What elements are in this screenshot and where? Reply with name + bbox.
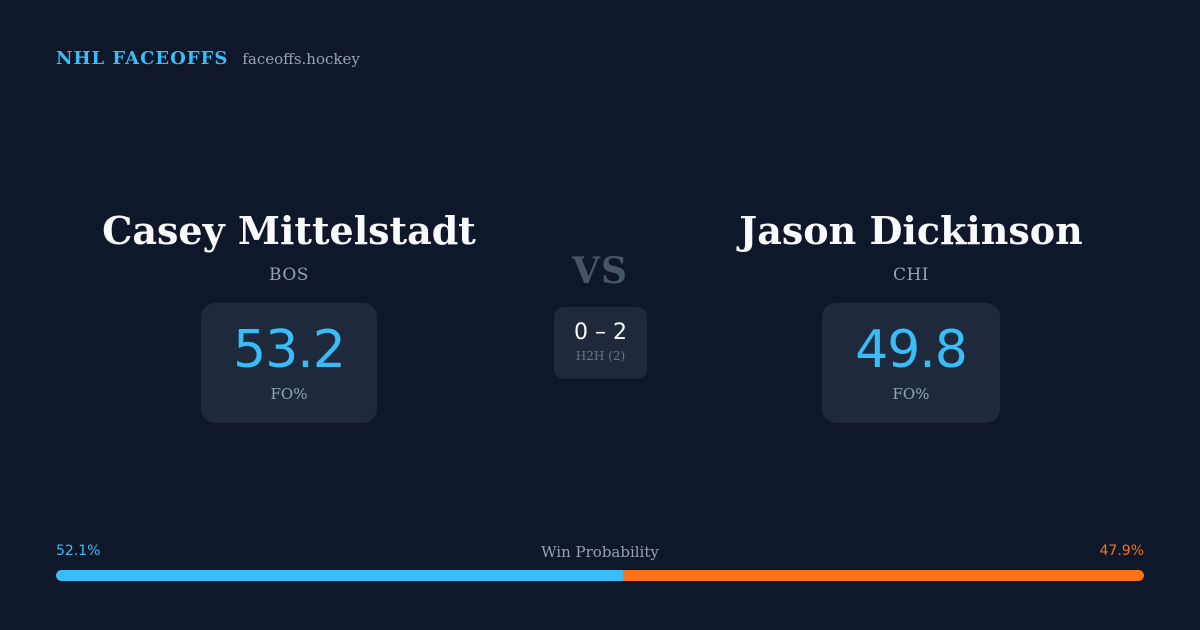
player-left-fo-value: 53.2 [233, 320, 346, 380]
player-left-card: Casey Mittelstadt BOS 53.2 FO% [79, 205, 499, 423]
win-probability-labels: 52.1% Win Probability 47.9% [56, 543, 1144, 563]
head-to-head-label: H2H (2) [575, 349, 626, 363]
win-probability-title: Win Probability [541, 543, 659, 561]
player-left-team: BOS [269, 265, 309, 285]
player-right-stat-box: 49.8 FO% [822, 303, 1000, 423]
versus-label: VS [572, 250, 628, 292]
site-url[interactable]: faceoffs.hockey [242, 50, 360, 68]
win-probability-left-value: 52.1% [56, 543, 101, 559]
player-right-fo-label: FO% [892, 385, 930, 403]
player-right-team: CHI [892, 265, 930, 285]
player-left-stat-box: 53.2 FO% [201, 303, 377, 423]
win-probability-bar-right [622, 570, 1144, 581]
head-to-head-box: 0 – 2 H2H (2) [554, 307, 647, 379]
player-left-fo-label: FO% [270, 385, 308, 403]
player-left-name: Casey Mittelstadt [102, 208, 476, 253]
win-probability-right-value: 47.9% [1099, 543, 1144, 559]
brand-title[interactable]: NHL FACEOFFS [56, 48, 229, 69]
head-to-head-score: 0 – 2 [574, 320, 627, 345]
player-right-fo-value: 49.8 [855, 320, 968, 380]
win-probability-bar-left [56, 570, 623, 581]
win-probability-bar [56, 570, 1144, 581]
player-right-card: Jason Dickinson CHI 49.8 FO% [701, 205, 1121, 423]
header: NHL FACEOFFS faceoffs.hockey [56, 48, 360, 69]
player-right-name: Jason Dickinson [739, 208, 1083, 253]
